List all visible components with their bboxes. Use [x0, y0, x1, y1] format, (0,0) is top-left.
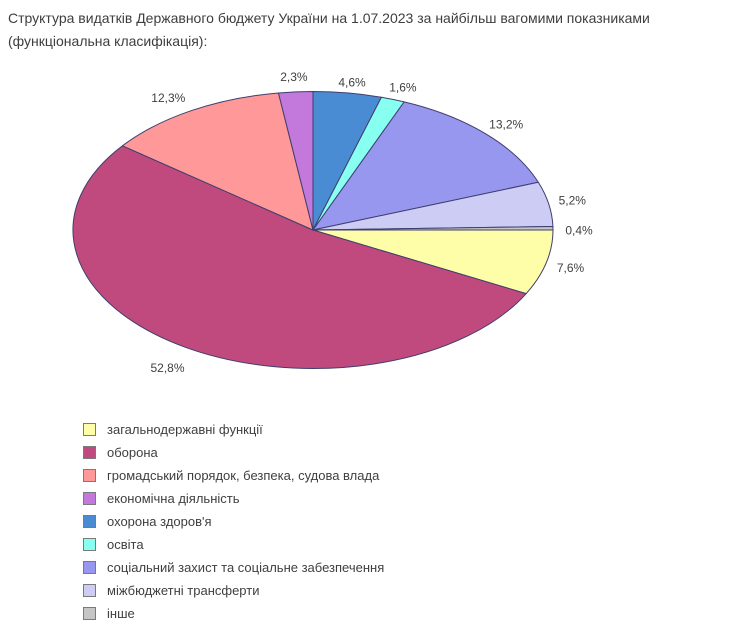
legend-item: соціальний захист та соціальне забезпече… — [83, 556, 384, 579]
slice-label-6: 1,6% — [389, 80, 417, 94]
slice-label-7: 13,2% — [489, 117, 523, 131]
pie-slice-7 — [312, 101, 539, 231]
legend-label: освіта — [107, 537, 144, 552]
legend-item: оборона — [83, 441, 384, 464]
chart-title-line-1: Структура видатків Державного бюджету Ук… — [8, 10, 650, 26]
legend: загальнодержавні функції оборона громадськ… — [83, 418, 384, 624]
chart-title: Структура видатків Державного бюджету Ук… — [8, 7, 732, 53]
chart-title-line-2: (функціональна класифікація): — [8, 33, 208, 49]
slice-label-3: 12,3% — [151, 91, 185, 105]
legend-label: економічна діяльність — [107, 491, 240, 506]
legend-label: інше — [107, 606, 135, 621]
pie-chart: 7,6% 52,8% 12,3% 2,3% 4,6% 1,6% 13,2% 5,2% 0,4% — [72, 70, 593, 375]
pie-slice-3 — [121, 92, 314, 231]
legend-swatch — [83, 538, 96, 551]
legend-item: охорона здоров'я — [83, 510, 384, 533]
legend-label: громадський порядок, безпека, судова вла… — [107, 468, 380, 483]
pie-slice-1 — [312, 229, 554, 295]
legend-swatch — [83, 515, 96, 528]
legend-item: міжбюджетні трансферти — [83, 579, 384, 602]
slice-label-1: 7,6% — [557, 261, 585, 275]
pie-slice-2 — [72, 145, 527, 369]
slice-label-5: 4,6% — [338, 75, 366, 89]
legend-item: громадський порядок, безпека, судова вла… — [83, 464, 384, 487]
legend-swatch — [83, 446, 96, 459]
legend-label: оборона — [107, 445, 158, 460]
legend-swatch — [83, 469, 96, 482]
legend-item: загальнодержавні функції — [83, 418, 384, 441]
legend-label: соціальний захист та соціальне забезпече… — [107, 560, 385, 575]
legend-label: загальнодержавні функції — [107, 422, 263, 437]
slice-label-2: 52,8% — [150, 361, 184, 375]
slice-label-8: 5,2% — [559, 194, 587, 208]
pie-slice-9 — [312, 226, 554, 231]
legend-item: інше — [83, 602, 384, 624]
legend-label: охорона здоров'я — [107, 514, 212, 529]
legend-swatch — [83, 607, 96, 620]
legend-swatch — [83, 492, 96, 505]
legend-swatch — [83, 561, 96, 574]
legend-swatch — [83, 423, 96, 436]
legend-item: освіта — [83, 533, 384, 556]
legend-label: міжбюджетні трансферти — [107, 583, 260, 598]
legend-item: економічна діяльність — [83, 487, 384, 510]
slice-label-4: 2,3% — [280, 70, 308, 84]
legend-swatch — [83, 584, 96, 597]
slice-label-9: 0,4% — [565, 223, 593, 237]
